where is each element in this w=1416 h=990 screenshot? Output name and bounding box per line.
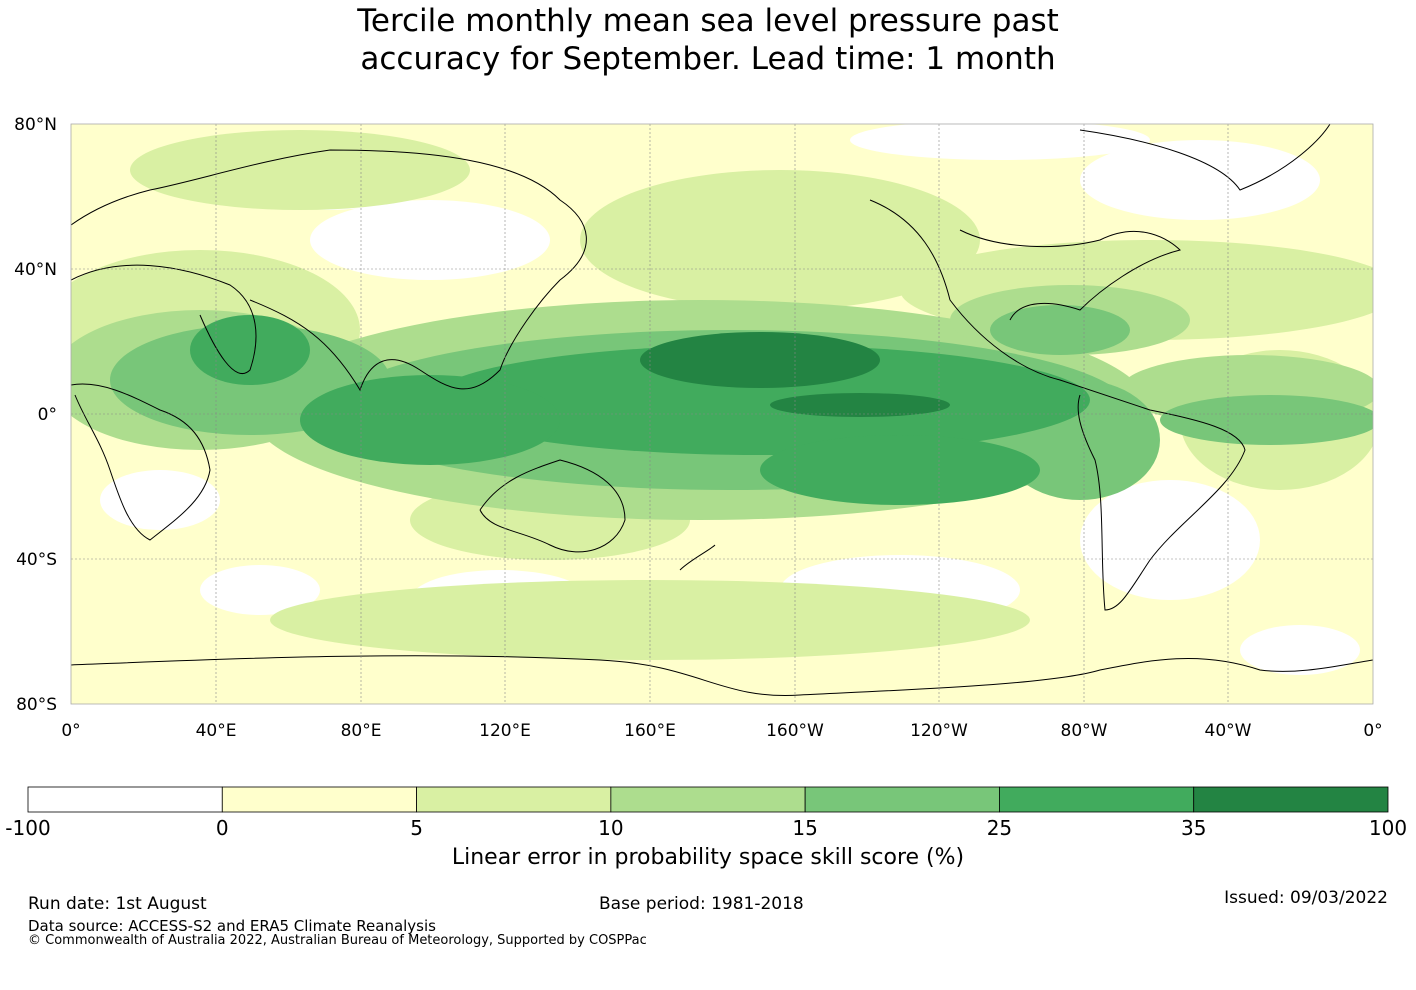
data-source: Data source: ACCESS-S2 and ERA5 Climate … xyxy=(28,917,436,935)
lon-label: 120°W xyxy=(910,721,968,741)
coastlines xyxy=(71,124,1373,696)
lat-label: 0° xyxy=(38,405,57,425)
colorbar-swatch xyxy=(416,786,612,813)
map-frame xyxy=(70,123,1374,705)
skill-map: 80°N 40°N 0° 40°S 80°S 0° 40°E 80°E 120°… xyxy=(14,115,1383,741)
colorbar-swatch xyxy=(1193,786,1389,813)
colorbar-tick-label: 35 xyxy=(1181,816,1206,840)
lon-label: 40°E xyxy=(196,721,237,741)
colorbar-tick-label: 15 xyxy=(792,816,817,840)
colorbar-swatch xyxy=(804,786,1000,813)
colorbar-tick-label: 0 xyxy=(216,816,229,840)
colorbar-swatch xyxy=(610,786,806,813)
lon-label: 80°W xyxy=(1061,721,1108,741)
lon-label: 160°E xyxy=(624,721,676,741)
base-period: Base period: 1981-2018 xyxy=(599,894,804,914)
colorbar-tick-label: 25 xyxy=(987,816,1012,840)
lon-label: 160°W xyxy=(766,721,824,741)
lon-labels: 0° 40°E 80°E 120°E 160°E 160°W 120°W 80°… xyxy=(61,721,1382,741)
colorbar-tick-label: -100 xyxy=(5,816,50,840)
title-line-1: Tercile monthly mean sea level pressure … xyxy=(357,3,1059,39)
lat-labels: 80°N 40°N 0° 40°S 80°S xyxy=(14,115,57,715)
lon-label: 80°E xyxy=(341,721,382,741)
run-date: Run date: 1st August xyxy=(28,894,207,914)
colorbar-tick-label: 100 xyxy=(1369,816,1407,840)
colorbar-swatch xyxy=(27,786,223,813)
title-line-2: accuracy for September. Lead time: 1 mon… xyxy=(360,41,1056,77)
lat-label: 80°S xyxy=(16,695,57,715)
colorbar-label: Linear error in probability space skill … xyxy=(451,845,965,870)
colorbar-tick-label: 10 xyxy=(598,816,623,840)
lon-label: 40°W xyxy=(1205,721,1252,741)
graticule xyxy=(71,124,1373,704)
colorbar-tick-label: 5 xyxy=(410,816,423,840)
lat-label: 40°S xyxy=(16,550,57,570)
lon-label: 120°E xyxy=(479,721,531,741)
lon-label: 0° xyxy=(1363,721,1382,741)
lat-label: 80°N xyxy=(14,115,57,135)
colorbar-swatch xyxy=(221,786,417,813)
copyright: © Commonwealth of Australia 2022, Austra… xyxy=(28,933,647,948)
colorbar-swatch xyxy=(999,786,1195,813)
issued-date: Issued: 09/03/2022 xyxy=(1224,888,1388,908)
lat-label: 40°N xyxy=(14,260,57,280)
colorbar: -100 0 5 10 15 25 35 100 xyxy=(5,786,1407,840)
lon-label: 0° xyxy=(61,721,80,741)
chart-title: Tercile monthly mean sea level pressure … xyxy=(0,2,1416,78)
